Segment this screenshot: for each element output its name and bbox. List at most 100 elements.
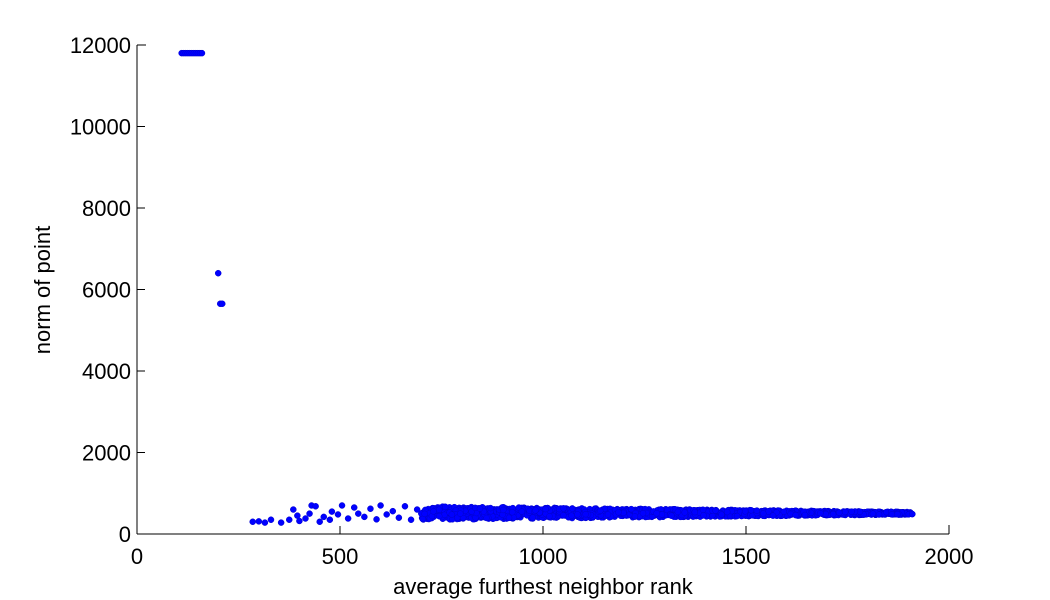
scatter-point	[267, 516, 275, 523]
scatter-point	[841, 508, 849, 516]
scatter-point	[219, 300, 226, 308]
scatter-point	[560, 512, 567, 519]
scatter-point	[436, 512, 443, 520]
x-tick-label: 1000	[519, 544, 568, 569]
scatter-point	[290, 506, 297, 513]
scatter-point	[674, 508, 682, 516]
scatter-point	[367, 505, 374, 512]
scatter-point	[355, 510, 362, 517]
scatter-point	[628, 505, 635, 513]
scatter-point	[560, 505, 567, 512]
scatter-point	[312, 503, 319, 510]
scatter-point	[350, 504, 358, 511]
scatter-point	[615, 509, 622, 516]
x-axis-label: average furthest neighbor rank	[393, 574, 694, 599]
scatter-point	[377, 502, 384, 509]
scatter-point	[532, 507, 539, 514]
x-tick-label: 500	[322, 544, 359, 569]
scatter-point	[700, 512, 707, 519]
scatter-point	[888, 511, 896, 518]
scatter-point	[338, 502, 346, 509]
scatter-point	[848, 508, 855, 515]
scatter-point	[476, 505, 484, 512]
scatter-point	[395, 514, 403, 521]
scatter-point	[198, 49, 206, 57]
scatter-point	[441, 503, 449, 510]
y-tick-labels: 0 2000 4000 6000 8000 10000 12000	[70, 33, 145, 547]
scatter-point	[487, 504, 494, 512]
scatter-point	[759, 510, 767, 517]
scatter-point	[306, 510, 313, 517]
x-tick-labels: 0 500 1000 1500 2000	[131, 526, 974, 569]
scatter-point	[389, 507, 397, 515]
y-tick-label: 8000	[82, 196, 131, 221]
scatter-point	[835, 509, 843, 516]
scatter-point	[421, 510, 428, 518]
scatter-point	[373, 516, 380, 523]
scatter-point	[316, 518, 323, 526]
scatter-point	[568, 505, 576, 512]
scatter-point	[568, 512, 575, 519]
scatter-point	[430, 508, 437, 515]
scatter-point	[769, 512, 777, 519]
scatter-point	[733, 512, 741, 520]
scatter-point	[681, 509, 689, 516]
scatter-point	[286, 516, 293, 523]
scatter-point	[255, 518, 263, 525]
scatter-point	[604, 511, 612, 518]
scatter-point	[741, 508, 749, 515]
scatter-point	[277, 519, 285, 526]
scatter-point	[505, 514, 513, 522]
scatter-point	[723, 508, 731, 516]
scatter-point	[457, 510, 464, 517]
scatter-point	[413, 506, 421, 513]
scatter-point	[344, 515, 352, 522]
scatter-point	[829, 510, 837, 518]
x-tick-label: 2000	[925, 544, 974, 569]
scatter-point	[747, 507, 755, 514]
scatter-point	[596, 507, 604, 514]
scatter-point	[869, 510, 877, 517]
scatter-point	[909, 510, 916, 518]
scatter-point	[509, 508, 516, 516]
scatter-point	[435, 506, 443, 513]
scatter-point	[320, 513, 328, 521]
scatter-point	[792, 511, 799, 519]
scatter-point	[326, 516, 334, 523]
scatter-point	[261, 519, 269, 526]
scatter-point	[529, 514, 536, 521]
axes	[136, 44, 950, 535]
scatter-point	[699, 506, 707, 514]
y-tick-label: 2000	[82, 441, 131, 466]
scatter-point	[401, 503, 409, 510]
y-tick-label: 12000	[70, 33, 131, 58]
scatter-point	[383, 511, 390, 518]
scatter-point	[518, 508, 526, 515]
scatter-point	[574, 511, 581, 518]
scatter-point	[875, 511, 883, 518]
scatter-point	[801, 511, 809, 519]
scatter-point	[483, 514, 490, 522]
scatter-point	[249, 518, 256, 526]
y-tick-label: 6000	[82, 278, 131, 303]
scatter-point	[407, 516, 415, 523]
scatter-point	[668, 512, 675, 519]
scatter-point	[753, 507, 761, 514]
scatter-point	[822, 510, 829, 518]
x-tick-label: 0	[131, 544, 143, 569]
scatter-point	[691, 508, 699, 516]
scatter-point	[361, 513, 368, 521]
scatter-point	[296, 517, 303, 525]
scatter-point	[712, 507, 719, 514]
scatter-point	[582, 510, 589, 518]
scatter-point	[653, 510, 660, 517]
scatter-point	[639, 510, 647, 517]
scatter-point	[302, 515, 309, 522]
y-tick-label: 4000	[82, 359, 131, 384]
scatter-point	[631, 513, 639, 520]
scatter-point	[894, 510, 901, 518]
scatter-point	[817, 509, 824, 517]
data-points	[178, 49, 916, 526]
scatter-point	[542, 505, 549, 513]
